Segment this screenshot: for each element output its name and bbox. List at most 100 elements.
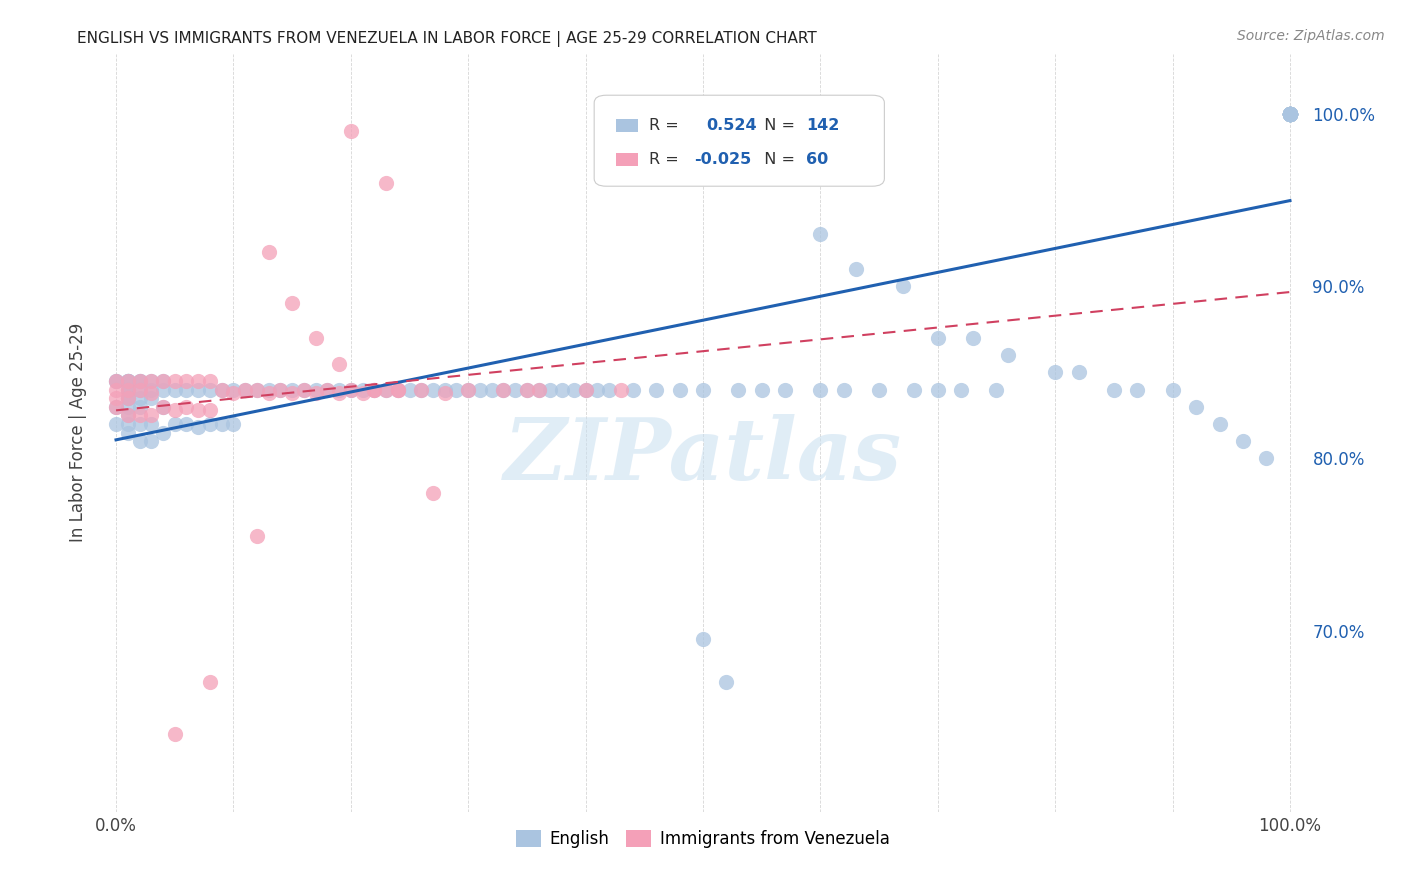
Point [1278,107,1301,121]
Text: -0.025: -0.025 [695,153,752,167]
Point [128,417,150,431]
Point [411,383,433,397]
Point [117,374,139,388]
Point [1126,383,1149,397]
Point [387,383,409,397]
Point [1161,383,1184,397]
Point [516,383,538,397]
Point [222,383,245,397]
Point [152,400,174,414]
Point [117,383,139,397]
Point [492,383,515,397]
Point [1185,400,1208,414]
Point [304,331,326,345]
Point [1278,107,1301,121]
Point [281,386,304,401]
Point [1278,107,1301,121]
Point [433,383,456,397]
Point [527,383,550,397]
Point [316,383,339,397]
Point [117,409,139,423]
Point [304,383,326,397]
Point [198,374,221,388]
Point [1278,107,1301,121]
Point [328,357,350,371]
Point [903,383,925,397]
Point [1278,107,1301,121]
Point [1278,107,1301,121]
Point [1278,107,1301,121]
Text: N =: N = [754,153,800,167]
Point [997,348,1019,362]
Point [128,409,150,423]
Point [292,383,315,397]
Point [398,383,420,397]
Point [117,383,139,397]
Point [233,383,256,397]
Point [1232,434,1254,449]
Point [128,391,150,405]
Point [141,374,163,388]
Point [1256,451,1278,466]
Point [1278,107,1301,121]
Point [950,383,973,397]
Point [1278,107,1301,121]
Point [832,383,855,397]
Point [316,383,339,397]
Point [433,386,456,401]
Point [117,425,139,440]
Point [292,383,315,397]
Point [152,374,174,388]
Point [117,374,139,388]
Point [422,383,444,397]
Point [527,383,550,397]
FancyBboxPatch shape [616,153,638,167]
Point [105,400,128,414]
Point [176,417,198,431]
Point [621,383,644,397]
Point [375,383,398,397]
Point [352,383,374,397]
Point [808,383,831,397]
Point [141,391,163,405]
Point [328,386,350,401]
Point [1102,383,1125,397]
Point [387,383,409,397]
Point [1278,107,1301,121]
Point [1278,107,1301,121]
Point [492,383,515,397]
Text: N =: N = [754,118,800,133]
Point [446,383,468,397]
Point [246,383,269,397]
Text: R =: R = [648,118,683,133]
Point [1067,365,1090,379]
Text: 60: 60 [806,153,828,167]
Point [411,383,433,397]
Point [176,383,198,397]
Point [1278,107,1301,121]
Point [1278,107,1301,121]
Point [868,383,890,397]
Point [246,529,269,543]
Point [105,374,128,388]
Point [1278,107,1301,121]
Point [363,383,385,397]
Point [198,675,221,690]
Point [645,383,668,397]
Point [503,383,526,397]
Point [117,374,139,388]
Point [1278,107,1301,121]
Point [141,386,163,401]
Point [538,383,561,397]
Point [105,374,128,388]
Point [128,434,150,449]
Point [727,383,749,397]
Text: ZIPatlas: ZIPatlas [503,414,903,497]
Point [668,383,690,397]
Point [281,296,304,310]
Point [198,383,221,397]
Point [163,727,186,741]
Point [117,391,139,405]
Point [986,383,1008,397]
Point [751,383,773,397]
